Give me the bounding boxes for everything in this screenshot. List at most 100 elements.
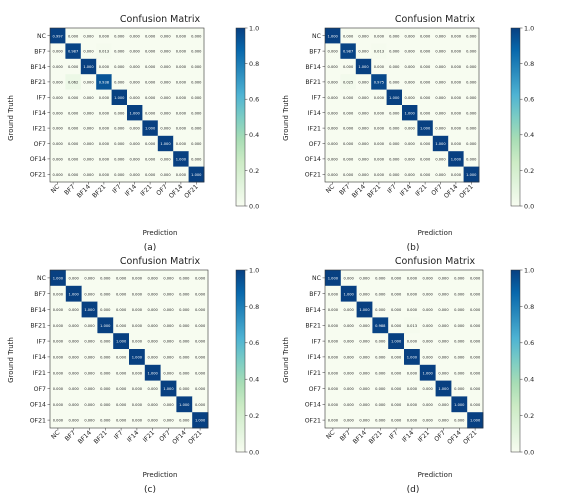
panel-c-cell-r5-c2 — [81, 349, 98, 366]
panel-c-cell-value-r4-c8: 0.000 — [179, 340, 190, 344]
panel-c-cell-r0-c1 — [65, 270, 82, 287]
panel-b-colorbar-tick-label-3: 0.6 — [524, 96, 534, 104]
panel-a-cell-value-r6-c5: 0.000 — [130, 127, 141, 131]
panel-c-cell-value-r0-c2: 0.000 — [84, 277, 95, 281]
panel-d-cell-r5-c6 — [419, 349, 436, 366]
panel-d-cell-r4-c1 — [340, 333, 357, 350]
panel-c-cell-r6-c4 — [113, 364, 130, 381]
panel-a-cell-value-r4-c6: 0.000 — [145, 96, 156, 100]
panel-c-cell-r2-c3 — [97, 301, 114, 318]
panel-d-cell-r7-c2 — [356, 380, 373, 397]
panel-d-cell-value-r9-c6: 0.000 — [423, 419, 434, 423]
panel-c-cell-value-r3-c3: 1.000 — [100, 324, 111, 328]
panel-b-cell-value-r8-c9: 0.000 — [466, 158, 477, 162]
panel-c-cell-value-r1-c6: 0.000 — [148, 292, 159, 296]
panel-a-cell-r1-c8 — [173, 43, 189, 60]
panel-a-cell-value-r8-c3: 0.000 — [99, 158, 110, 162]
panel-a-cell-r1-c2 — [80, 43, 97, 60]
panel-c-cell-r8-c4 — [113, 396, 130, 413]
panel-d-cell-value-r6-c2: 0.000 — [359, 371, 370, 375]
panel-a-cell-r8-c7 — [157, 151, 174, 167]
panel-c-cell-r1-c2 — [81, 285, 98, 302]
panel-b-xtick-label-4: IF7 — [386, 183, 398, 195]
panel-c-cell-value-r3-c5: 0.000 — [132, 324, 143, 328]
panel-b-ytick-label-7: OF7 — [309, 141, 321, 148]
panel-c-cell-value-r7-c3: 0.000 — [100, 387, 111, 391]
panel-c-cell-value-r3-c0: 0.000 — [53, 324, 64, 328]
panel-c-cell-r6-c3 — [97, 364, 114, 381]
panel-d-cell-r8-c4 — [388, 396, 405, 413]
panel-b-ytick-label-1: BF7 — [309, 48, 321, 55]
panel-c-cell-value-r9-c4: 0.000 — [116, 419, 127, 423]
panel-b-cell-r5-c3 — [371, 105, 387, 121]
panel-c-cell-r4-c7 — [160, 333, 177, 350]
panel-a-cell-value-r1-c1: 0.987 — [68, 50, 78, 54]
panel-c-cell-value-r2-c8: 0.000 — [179, 308, 190, 312]
panel-a-cell-value-r4-c7: 0.000 — [160, 96, 171, 100]
panel-c-cell-r5-c5 — [129, 349, 146, 366]
panel-a-cell-r1-c4 — [111, 43, 128, 60]
panel-c-cell-r1-c9 — [192, 285, 209, 302]
panel-a-cell-r9-c9 — [188, 166, 205, 183]
panel-d-cell-value-r7-c4: 0.000 — [391, 387, 402, 391]
panel-a-ytick-label-1: BF7 — [34, 48, 46, 55]
panel-b-cell-value-r0-c1: 0.000 — [343, 34, 354, 38]
panel-c-ytick-label-2: BF14 — [30, 307, 46, 314]
panel-c-cell-value-r1-c7: 0.000 — [163, 292, 174, 296]
panel-a-cell-r5-c9 — [188, 105, 205, 121]
panel-d-cell-r6-c4 — [388, 364, 405, 381]
panel-c-cell-r2-c5 — [129, 301, 146, 318]
panel-c-cell-value-r0-c9: 0.000 — [195, 277, 206, 281]
panel-c-colorbar — [235, 269, 246, 453]
panel-d-cell-r2-c7 — [435, 301, 452, 318]
panel-b-cell-value-r9-c1: 0.000 — [343, 173, 354, 177]
panel-d-cell-r1-c9 — [467, 285, 484, 302]
panel-d-cell-value-r7-c2: 0.000 — [359, 387, 370, 391]
panel-b-cell-r6-c2 — [355, 120, 372, 137]
panel-b-cell-r3-c7 — [432, 74, 449, 90]
panel-d-cell-r0-c2 — [356, 270, 373, 287]
panel-d-cell-r1-c0 — [325, 285, 342, 302]
panel-a-cell-r4-c4 — [111, 89, 128, 106]
panel-d-cell-r0-c3 — [372, 270, 389, 287]
panel-a-cell-value-r0-c2: 0.000 — [83, 34, 94, 38]
panel-b-cell-value-r2-c9: 0.000 — [466, 65, 477, 69]
panel-d-cell-r2-c5 — [404, 301, 421, 318]
panel-c-cell-r7-c7 — [160, 380, 177, 397]
panel-c-cell-r5-c6 — [144, 349, 161, 366]
panel-b-cell-value-r2-c2: 1.000 — [358, 65, 369, 69]
panel-c-cell-value-r2-c4: 0.000 — [116, 308, 127, 312]
panel-c-cell-r3-c1 — [65, 317, 82, 334]
panel-c-cell-r5-c1 — [65, 349, 82, 366]
panel-b-cell-value-r5-c7: 0.000 — [435, 111, 446, 115]
panel-a-cell-value-r3-c8: 0.000 — [176, 81, 187, 85]
panel-c-cell-value-r4-c4: 1.000 — [116, 340, 127, 344]
panel-a-ytick-label-8: OF14 — [30, 156, 46, 163]
panel-a-cell-r3-c6 — [142, 74, 159, 90]
panel-d-cell-r9-c1 — [340, 412, 357, 429]
panel-c-cell-value-r8-c3: 0.000 — [100, 403, 111, 407]
panel-d-colorbar-tick-label-2: 0.4 — [524, 376, 534, 384]
panel-a-cell-value-r6-c3: 0.000 — [99, 127, 110, 131]
panel-c-cell-value-r4-c1: 0.000 — [69, 340, 80, 344]
panel-c-colorbar-tick-label-2: 0.4 — [249, 376, 259, 384]
panel-d-xlabel: Prediction — [418, 471, 453, 479]
panel-c-cell-r8-c9 — [192, 396, 209, 413]
panel-d-ytick-label-3: BF21 — [305, 323, 321, 330]
panel-d-cell-value-r2-c2: 1.000 — [359, 308, 370, 312]
panel-c-cell-value-r7-c1: 0.000 — [69, 387, 80, 391]
panel-d-cell-value-r0-c7: 0.000 — [438, 277, 449, 281]
panel-c-cell-r7-c5 — [129, 380, 146, 397]
panel-d-cell-value-r5-c2: 0.000 — [359, 356, 370, 360]
panel-b-cell-r6-c6 — [417, 120, 434, 137]
panel-a-cell-value-r7-c4: 0.000 — [114, 142, 125, 146]
panel-b-cell-value-r4-c7: 0.000 — [435, 96, 446, 100]
panel-d-cell-value-r5-c5: 1.000 — [407, 356, 418, 360]
panel-d-cell-value-r0-c4: 0.000 — [391, 277, 402, 281]
panel-b-cell-r8-c2 — [355, 151, 372, 167]
panel-b-cell-value-r7-c7: 1.000 — [435, 142, 446, 146]
panel-b-cell-value-r3-c6: 0.000 — [420, 81, 431, 85]
panel-a-cell-r4-c5 — [127, 89, 143, 106]
panel-d-cell-value-r9-c5: 0.000 — [407, 419, 418, 423]
panel-d-plot-frame — [324, 269, 484, 429]
